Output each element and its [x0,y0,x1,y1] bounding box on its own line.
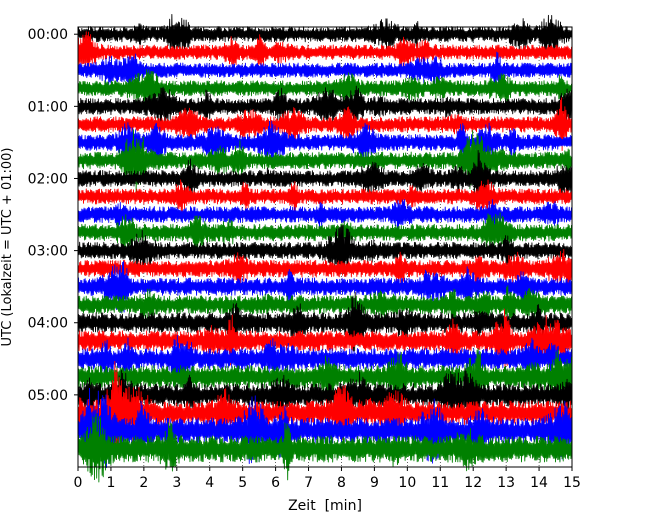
y-tick-label: 02:00 [28,171,68,187]
x-axis-title: Zeit [min] [288,498,362,514]
trace-line [77,260,573,313]
trace-line [77,291,573,352]
trace-line [77,348,573,414]
x-tick-label: 6 [271,475,280,491]
x-tick-label: 8 [337,475,346,491]
trace-line [77,31,573,74]
y-tick-label: 03:00 [28,244,68,260]
trace-line [77,413,573,483]
x-tick-label: 0 [74,475,83,491]
trace-layer [77,14,573,483]
x-tick-label: 13 [497,475,515,491]
x-tick-label: 9 [370,475,379,491]
x-tick-label: 4 [205,475,214,491]
y-tick-label: 00:00 [28,27,68,43]
trace-line [77,149,573,205]
x-tick-label: 12 [464,475,482,491]
y-axis-title: UTC (Lokalzeit = UTC + 01:00) [0,148,15,347]
y-tick-label: 04:00 [28,316,68,332]
x-tick-label: 15 [563,475,581,491]
y-tick-label: 05:00 [28,388,68,404]
trace-line [77,14,573,54]
x-tick-label: 1 [106,475,115,491]
trace-line [77,308,573,371]
trace-line [77,285,573,322]
x-tick-label: 11 [431,475,449,491]
plot-frame [77,26,573,468]
tick-layer: 0 1 2 3 4 5 6 7 8 9 10 11 12 13 14 1500:0001:0002:0003:… [28,27,581,491]
y-tick-label: 01:00 [28,99,68,115]
trace-line [77,368,573,423]
trace-line [77,51,573,87]
x-tick-label: 14 [530,475,548,491]
x-tick-label: 7 [304,475,313,491]
trace-line [77,97,573,151]
x-tick-label: 3 [172,475,181,491]
trace-line [77,248,573,288]
x-tick-label: 10 [398,475,416,491]
x-tick-label: 2 [139,475,148,491]
trace-line [77,224,573,277]
x-tick-label: 5 [238,475,247,491]
